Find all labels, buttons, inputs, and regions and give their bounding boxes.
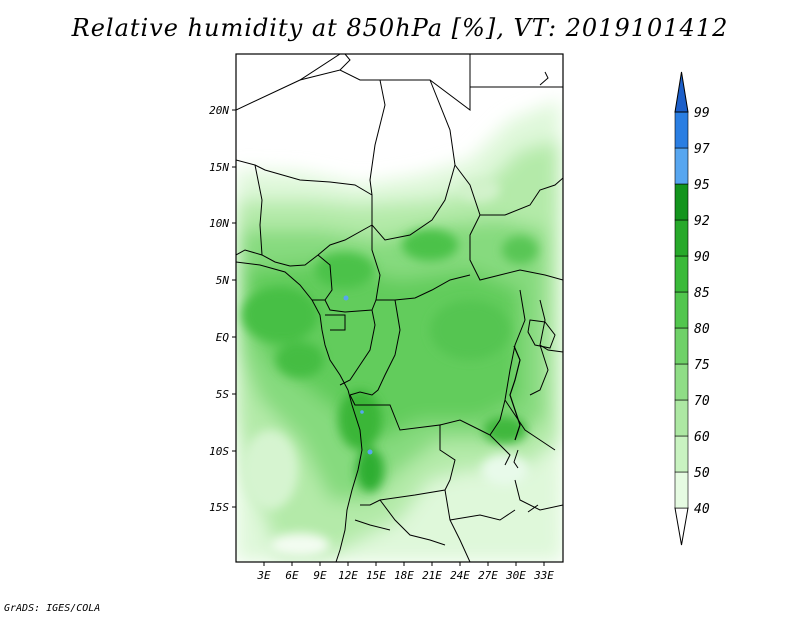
lon-label-18e: 18E: [394, 569, 414, 582]
colorbar-label: 97: [694, 142, 710, 157]
lat-label-10n: 10N: [209, 217, 229, 230]
colorbar-label: 85: [694, 286, 710, 301]
lon-label-9e: 9E: [313, 569, 327, 582]
lat-label-15n: 15N: [209, 161, 229, 174]
colorbar-min-triangle: [674, 507, 689, 546]
lon-label-33e: 33E: [533, 569, 554, 582]
colorbar-label: 92: [694, 214, 710, 229]
colorbar-label: 70: [694, 394, 710, 409]
lon-label-21e: 21E: [422, 569, 442, 582]
lat-label-eq: EQ: [216, 331, 230, 344]
lon-label-24e: 24E: [450, 569, 470, 582]
lat-label-15s: 15S: [209, 501, 229, 514]
lat-label-20n: 20N: [209, 104, 229, 117]
colorbar-segment: [674, 363, 689, 401]
colorbar-label: 99: [694, 106, 710, 121]
chart-title: Relative humidity at 850hPa [%], VT: 201…: [71, 14, 729, 42]
colorbar: 40 50 60 70 75 80 85 90 92 95 97 99: [674, 71, 710, 546]
colorbar-segment: [674, 399, 689, 437]
humidity-field: [236, 54, 563, 562]
colorbar-segment: [674, 327, 689, 365]
lon-label-3e: 3E: [256, 569, 271, 582]
lon-label-27e: 27E: [478, 569, 498, 582]
colorbar-label: 75: [694, 358, 710, 373]
colorbar-segment: [674, 471, 689, 509]
borders: [236, 54, 563, 562]
colorbar-segment: [674, 435, 689, 473]
colorbar-label: 40: [694, 502, 710, 517]
colorbar-label: 80: [694, 322, 710, 337]
credit-text: GrADS: IGES/COLA: [4, 603, 101, 614]
colorbar-segment: [674, 183, 689, 221]
colorbar-label: 95: [694, 178, 710, 193]
colorbar-label: 90: [694, 250, 710, 265]
colorbar-segment: [674, 147, 689, 185]
lon-label-30e: 30E: [505, 569, 526, 582]
map-frame: [235, 53, 564, 563]
lon-label-12e: 12E: [338, 569, 358, 582]
colorbar-label: 60: [694, 430, 710, 445]
colorbar-max-triangle: [674, 71, 689, 113]
colorbar-segment: [674, 219, 689, 257]
lat-label-5n: 5N: [216, 274, 230, 287]
lat-label-10s: 10S: [209, 445, 229, 458]
colorbar-segment: [674, 255, 689, 293]
lon-label-15e: 15E: [366, 569, 386, 582]
colorbar-segment: [674, 111, 689, 149]
lon-axis: 3E 6E 9E 12E 15E 18E 21E 24E 27E 30E 33E: [256, 562, 554, 582]
colorbar-label: 50: [694, 466, 710, 481]
colorbar-segment: [674, 291, 689, 329]
lon-label-6e: 6E: [285, 569, 299, 582]
lat-axis: 20N 15N 10N 5N EQ 5S 10S 15S: [209, 104, 236, 514]
lat-label-5s: 5S: [216, 388, 230, 401]
